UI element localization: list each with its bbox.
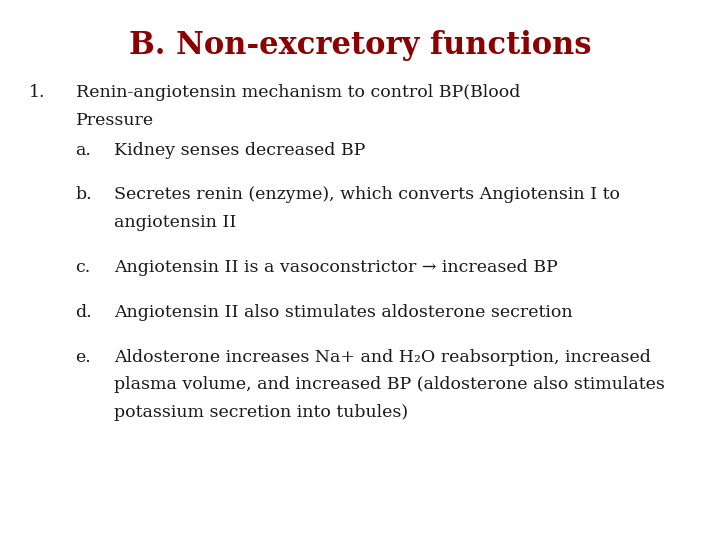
Text: B. Non-excretory functions: B. Non-excretory functions: [129, 30, 591, 60]
Text: Secretes renin (enzyme), which converts Angiotensin I to: Secretes renin (enzyme), which converts …: [114, 186, 620, 204]
Text: Renin-angiotensin mechanism to control BP(Blood: Renin-angiotensin mechanism to control B…: [76, 84, 520, 100]
Text: 1.: 1.: [29, 84, 45, 100]
Text: d.: d.: [76, 303, 92, 321]
Text: Pressure: Pressure: [76, 112, 154, 129]
Text: Angiotensin II is a vasoconstrictor → increased BP: Angiotensin II is a vasoconstrictor → in…: [114, 259, 557, 276]
Text: e.: e.: [76, 349, 91, 366]
Text: c.: c.: [76, 259, 91, 276]
Text: Kidney senses decreased BP: Kidney senses decreased BP: [114, 141, 365, 159]
Text: b.: b.: [76, 186, 92, 204]
Text: plasma volume, and increased BP (aldosterone also stimulates: plasma volume, and increased BP (aldoste…: [114, 376, 665, 393]
Text: angiotensin II: angiotensin II: [114, 214, 236, 231]
Text: Angiotensin II also stimulates aldosterone secretion: Angiotensin II also stimulates aldostero…: [114, 303, 572, 321]
Text: potassium secretion into tubules): potassium secretion into tubules): [114, 404, 408, 421]
Text: a.: a.: [76, 141, 91, 159]
Text: Aldosterone increases Na+ and H₂O reabsorption, increased: Aldosterone increases Na+ and H₂O reabso…: [114, 349, 651, 366]
